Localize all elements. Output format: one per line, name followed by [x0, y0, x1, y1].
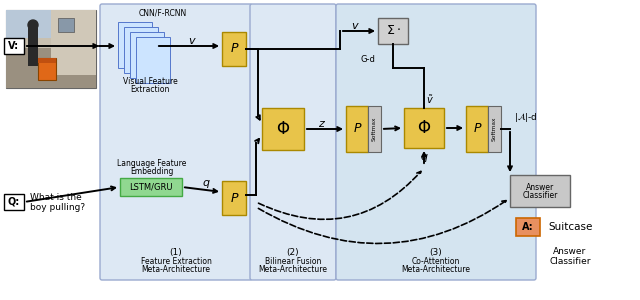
Text: Feature Extraction: Feature Extraction — [141, 256, 211, 266]
FancyBboxPatch shape — [136, 37, 170, 83]
FancyBboxPatch shape — [378, 18, 408, 44]
FancyBboxPatch shape — [6, 10, 96, 88]
Text: $\tilde{v}$: $\tilde{v}$ — [426, 94, 434, 106]
FancyArrowPatch shape — [259, 172, 421, 219]
Text: What is the: What is the — [30, 194, 82, 202]
Text: Visual Feature: Visual Feature — [123, 77, 177, 86]
Text: (1): (1) — [170, 248, 182, 256]
Text: A:: A: — [522, 222, 534, 232]
FancyBboxPatch shape — [51, 10, 96, 75]
FancyBboxPatch shape — [124, 27, 158, 73]
FancyBboxPatch shape — [58, 18, 74, 32]
FancyBboxPatch shape — [404, 108, 444, 148]
FancyBboxPatch shape — [6, 48, 96, 88]
Text: Embedding: Embedding — [131, 167, 173, 176]
Text: $|\mathcal{A}|$-d: $|\mathcal{A}|$-d — [514, 112, 538, 124]
FancyBboxPatch shape — [6, 10, 96, 38]
FancyBboxPatch shape — [4, 194, 24, 210]
Text: Meta-Architecture: Meta-Architecture — [141, 265, 211, 274]
FancyArrowPatch shape — [259, 201, 506, 244]
FancyBboxPatch shape — [510, 175, 570, 207]
Text: G-d: G-d — [360, 56, 376, 64]
Text: Meta-Architecture: Meta-Architecture — [401, 265, 470, 274]
Text: Extraction: Extraction — [131, 85, 170, 94]
Text: V:: V: — [8, 41, 20, 51]
FancyBboxPatch shape — [488, 106, 501, 152]
Text: P: P — [473, 122, 481, 136]
FancyBboxPatch shape — [516, 218, 540, 236]
FancyBboxPatch shape — [250, 4, 336, 280]
Text: P: P — [230, 191, 237, 205]
Text: $\Phi$: $\Phi$ — [276, 120, 290, 138]
FancyBboxPatch shape — [466, 106, 488, 152]
Text: boy pulling?: boy pulling? — [30, 203, 85, 212]
FancyBboxPatch shape — [130, 32, 164, 78]
FancyBboxPatch shape — [38, 58, 56, 63]
FancyBboxPatch shape — [346, 106, 368, 152]
Text: CNN/F-RCNN: CNN/F-RCNN — [139, 8, 187, 17]
Text: $q$: $q$ — [202, 178, 211, 190]
FancyBboxPatch shape — [120, 178, 182, 196]
FancyBboxPatch shape — [336, 4, 536, 280]
Text: Q:: Q: — [8, 197, 20, 207]
Text: Meta-Architecture: Meta-Architecture — [259, 265, 328, 274]
Text: $v$: $v$ — [351, 21, 359, 31]
Text: Classifier: Classifier — [549, 256, 591, 266]
Text: Bilinear Fusion: Bilinear Fusion — [265, 256, 321, 266]
Text: (2): (2) — [287, 248, 300, 256]
Text: Classifier: Classifier — [522, 191, 557, 200]
FancyBboxPatch shape — [100, 4, 252, 280]
Text: Language Feature: Language Feature — [117, 160, 187, 169]
Text: $v$: $v$ — [188, 36, 196, 46]
Text: Softmax: Softmax — [372, 117, 377, 141]
Text: Answer: Answer — [526, 182, 554, 191]
Text: $q$: $q$ — [420, 152, 428, 164]
FancyBboxPatch shape — [4, 38, 24, 54]
Text: Answer: Answer — [554, 248, 587, 256]
FancyBboxPatch shape — [262, 108, 304, 150]
Text: $\Sigma\cdot$: $\Sigma\cdot$ — [385, 25, 401, 38]
Text: P: P — [353, 122, 361, 136]
Text: $z$: $z$ — [318, 119, 326, 129]
Text: Suitcase: Suitcase — [548, 222, 593, 232]
Text: Co-Attention: Co-Attention — [412, 256, 460, 266]
FancyBboxPatch shape — [118, 22, 152, 68]
FancyBboxPatch shape — [368, 106, 381, 152]
Text: Softmax: Softmax — [492, 117, 497, 141]
Text: LSTM/GRU: LSTM/GRU — [129, 182, 173, 191]
FancyBboxPatch shape — [222, 181, 246, 215]
Circle shape — [28, 20, 38, 30]
Text: P: P — [230, 43, 237, 56]
FancyBboxPatch shape — [28, 28, 38, 66]
Text: (3): (3) — [429, 248, 442, 256]
FancyBboxPatch shape — [38, 58, 56, 80]
Text: $\Phi$: $\Phi$ — [417, 119, 431, 137]
FancyBboxPatch shape — [222, 32, 246, 66]
